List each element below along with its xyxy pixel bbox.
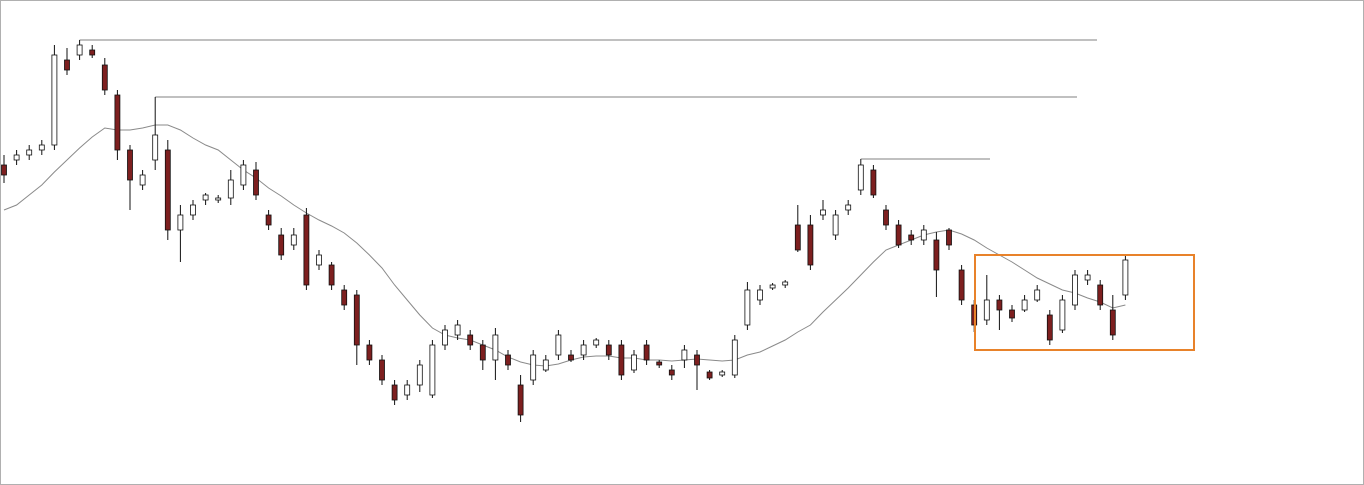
candle-body bbox=[769, 284, 776, 289]
candle-body bbox=[240, 164, 247, 186]
candle-body bbox=[782, 281, 789, 286]
candle-body bbox=[1072, 274, 1078, 306]
candle-body bbox=[316, 254, 322, 266]
candle-body bbox=[177, 214, 184, 231]
candle-body bbox=[353, 294, 360, 346]
candle-body bbox=[542, 359, 549, 371]
candle-body bbox=[694, 354, 700, 366]
candle-body bbox=[253, 169, 259, 196]
candle-body bbox=[1046, 314, 1053, 341]
candle-body bbox=[870, 169, 877, 196]
candle-body bbox=[303, 214, 310, 286]
candle-body bbox=[983, 299, 990, 321]
candle-body bbox=[631, 354, 637, 371]
candle-body bbox=[857, 164, 864, 191]
candle-body bbox=[404, 384, 411, 396]
candle-body bbox=[1084, 274, 1091, 281]
candle-body bbox=[1009, 309, 1015, 319]
candle-body bbox=[328, 264, 335, 286]
candle-body bbox=[845, 204, 852, 211]
candle-body bbox=[64, 59, 70, 71]
candle-body bbox=[517, 384, 524, 416]
candle-body bbox=[265, 214, 272, 226]
candle-body bbox=[366, 344, 373, 361]
candle-body bbox=[958, 269, 965, 301]
candle-body bbox=[933, 239, 940, 271]
candle-body bbox=[1097, 284, 1104, 306]
candle-body bbox=[152, 134, 159, 161]
candle-body bbox=[832, 214, 839, 236]
candle-body bbox=[530, 354, 537, 381]
candle-body bbox=[656, 361, 663, 366]
candle-body bbox=[1, 164, 7, 176]
candle-body bbox=[454, 324, 461, 336]
candle-body bbox=[946, 229, 952, 246]
candle-body bbox=[1109, 309, 1116, 336]
highlight-box bbox=[974, 254, 1195, 351]
candle-body bbox=[139, 174, 146, 186]
candle-body bbox=[127, 149, 133, 181]
candle-body bbox=[51, 54, 58, 146]
candle-body bbox=[1034, 289, 1041, 301]
candle-body bbox=[706, 371, 713, 379]
candle-body bbox=[920, 229, 927, 241]
candle-body bbox=[757, 289, 763, 301]
candle-body bbox=[1021, 299, 1028, 311]
candle-body bbox=[391, 384, 398, 401]
candle-body bbox=[618, 344, 625, 376]
candle-body bbox=[290, 234, 297, 246]
candle-body bbox=[76, 44, 83, 56]
candle-body bbox=[479, 344, 486, 361]
candle-body bbox=[416, 364, 423, 386]
candle-body bbox=[883, 209, 889, 226]
candle-body bbox=[341, 289, 348, 306]
candle-body bbox=[202, 194, 209, 201]
candle-body bbox=[379, 359, 385, 381]
candle-body bbox=[820, 209, 826, 216]
moving-average bbox=[3, 124, 1126, 367]
candle-body bbox=[580, 344, 587, 356]
candle-body bbox=[215, 197, 222, 201]
candle-body bbox=[227, 179, 234, 199]
candle-body bbox=[190, 204, 196, 216]
candle-body bbox=[593, 339, 600, 346]
candle-body bbox=[1122, 259, 1129, 296]
candle-body bbox=[467, 334, 474, 346]
candle-body bbox=[807, 224, 814, 266]
candle-body bbox=[505, 354, 511, 366]
candle-body bbox=[13, 154, 20, 161]
candle-body bbox=[101, 64, 108, 91]
candle-body bbox=[1059, 299, 1066, 331]
candle-body bbox=[114, 94, 121, 151]
candle-body bbox=[668, 369, 675, 376]
candle-body bbox=[605, 344, 612, 356]
candle-body bbox=[681, 349, 688, 361]
candle-body bbox=[908, 234, 915, 241]
candle-body bbox=[89, 49, 96, 56]
candle-body bbox=[895, 224, 902, 246]
candle-body bbox=[429, 344, 436, 396]
candle-body bbox=[731, 339, 738, 376]
candle-body bbox=[555, 334, 562, 356]
candle-body bbox=[26, 149, 33, 156]
candle-body bbox=[643, 344, 650, 361]
candle-body bbox=[492, 334, 499, 361]
candle-body bbox=[38, 144, 45, 151]
candle-body bbox=[278, 234, 285, 256]
candle-body bbox=[164, 149, 171, 231]
candle-body bbox=[794, 224, 801, 251]
candle-body bbox=[996, 299, 1003, 311]
candle-body bbox=[744, 289, 751, 326]
candle-body bbox=[442, 329, 448, 346]
candle-body bbox=[719, 371, 726, 376]
candle-body bbox=[568, 354, 574, 361]
